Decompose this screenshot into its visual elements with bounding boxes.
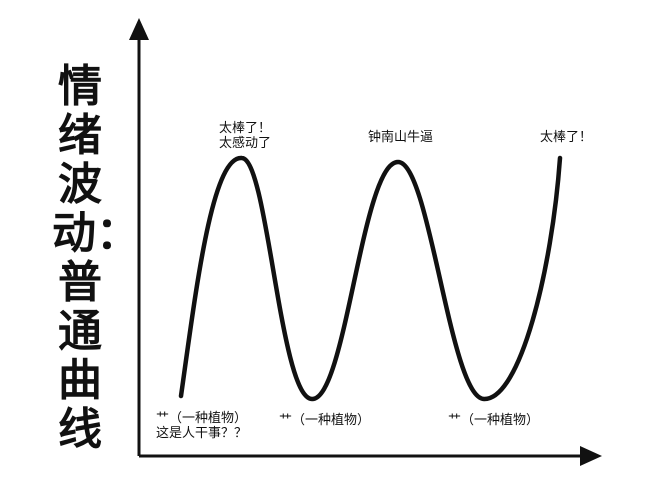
emotion-curve: [178, 155, 563, 402]
y-axis-label: 情绪波动：普通曲线: [52, 61, 140, 455]
annotation-low-1: 艹（一种植物） 这是人干事？？: [156, 411, 247, 441]
annotation-low-2: 艹（一种植物）: [279, 413, 370, 428]
annotation-peak-1-line-1: 太棒了！: [219, 121, 272, 136]
annotation-peak-2-line-1: 钟南山牛逼: [368, 130, 434, 145]
x-axis-arrow-icon: [580, 446, 602, 466]
annotation-low-3-line-1: 艹（一种植物）: [448, 413, 540, 428]
annotation-low-1-line-1: 艹（一种植物）: [156, 411, 248, 426]
annotation-peak-3: 太棒了！: [540, 130, 592, 145]
annotation-low-2-line-1: 艹（一种植物）: [279, 413, 371, 428]
annotation-peak-3-line-1: 太棒了！: [540, 130, 593, 145]
annotation-low-3: 艹（一种植物）: [448, 413, 539, 428]
annotation-peak-2: 钟南山牛逼: [368, 130, 433, 145]
annotation-low-1-line-2: 这是人干事？？: [156, 426, 248, 441]
y-axis-arrow-icon: [129, 18, 149, 40]
annotation-peak-1-line-2: 太感动了: [219, 136, 272, 151]
annotation-peak-1: 太棒了！ 太感动了: [219, 121, 271, 151]
